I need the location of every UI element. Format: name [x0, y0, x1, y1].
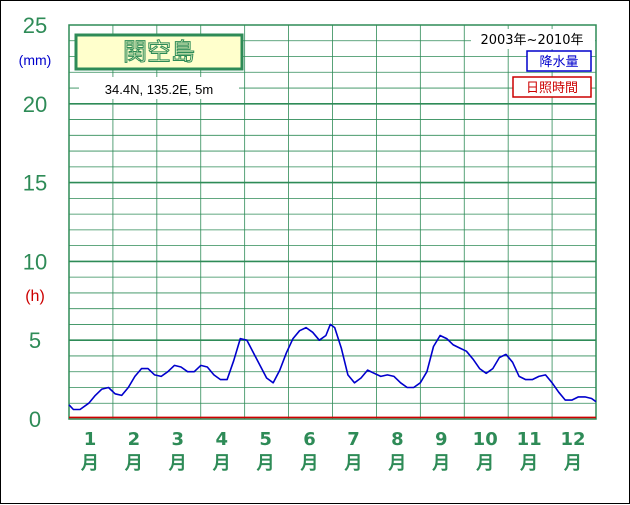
- x-tick-month-unit: 月: [387, 453, 406, 474]
- x-tick-month-number: 4: [215, 429, 228, 450]
- x-tick-month-unit: 月: [256, 453, 275, 474]
- x-tick-month-number: 6: [303, 429, 316, 450]
- legend-sunshine-box: [512, 76, 592, 98]
- coordinates-background: [79, 77, 239, 99]
- x-tick-month-unit: 月: [124, 453, 143, 474]
- data-series: [68, 323, 597, 419]
- x-tick-month-unit: 月: [563, 453, 582, 474]
- x-axis-months: 1 月 2 月 3 月 4 月 5 月 6 月 7 月 8 月 9 月 10 月 11 月 12 月: [80, 429, 586, 474]
- x-tick-month-unit: 月: [343, 453, 362, 474]
- x-tick-month-unit: 月: [212, 453, 231, 474]
- y-axis-ticks: 0 5 10 15 20 25: [23, 13, 47, 432]
- x-tick-month-number: 3: [172, 429, 185, 450]
- x-tick-month-unit: 月: [475, 453, 494, 474]
- x-tick-month-number: 11: [517, 429, 542, 450]
- y-tick-label: 0: [29, 407, 41, 432]
- x-tick-month-number: 2: [128, 429, 141, 450]
- y-unit-mm: (mm): [19, 52, 52, 68]
- y-tick-label: 10: [23, 249, 47, 274]
- x-tick-month-number: 5: [259, 429, 272, 450]
- x-tick-month-number: 7: [347, 429, 360, 450]
- station-coordinates: 34.4N, 135.2E, 5m: [105, 82, 213, 97]
- x-tick-month-number: 9: [435, 429, 448, 450]
- x-tick-month-number: 1: [84, 429, 97, 450]
- legend-precip: 降水量: [539, 55, 578, 70]
- x-tick-month-number: 8: [391, 429, 404, 450]
- x-tick-month-unit: 月: [168, 453, 187, 474]
- x-tick-month-number: 10: [473, 429, 498, 450]
- y-tick-label: 25: [23, 13, 47, 38]
- legend-precip-box: [526, 50, 592, 72]
- y-tick-label: 5: [29, 328, 41, 353]
- period-background: [471, 29, 595, 49]
- x-tick-month-unit: 月: [519, 453, 538, 474]
- y-tick-label: 20: [23, 92, 47, 117]
- x-tick-month-unit: 月: [80, 453, 99, 474]
- y-unit-hours: (h): [25, 288, 45, 305]
- station-title-box: [74, 33, 244, 71]
- x-tick-month-unit: 月: [300, 453, 319, 474]
- x-tick-month-number: 12: [561, 429, 586, 450]
- period-label: 2003年~2010年: [480, 33, 583, 48]
- precipitation-line: [68, 323, 597, 411]
- x-tick-month-unit: 月: [431, 453, 450, 474]
- y-tick-label: 15: [23, 171, 47, 196]
- legend-sunshine: 日照時間: [526, 81, 578, 96]
- station-title: 関空島: [123, 38, 195, 66]
